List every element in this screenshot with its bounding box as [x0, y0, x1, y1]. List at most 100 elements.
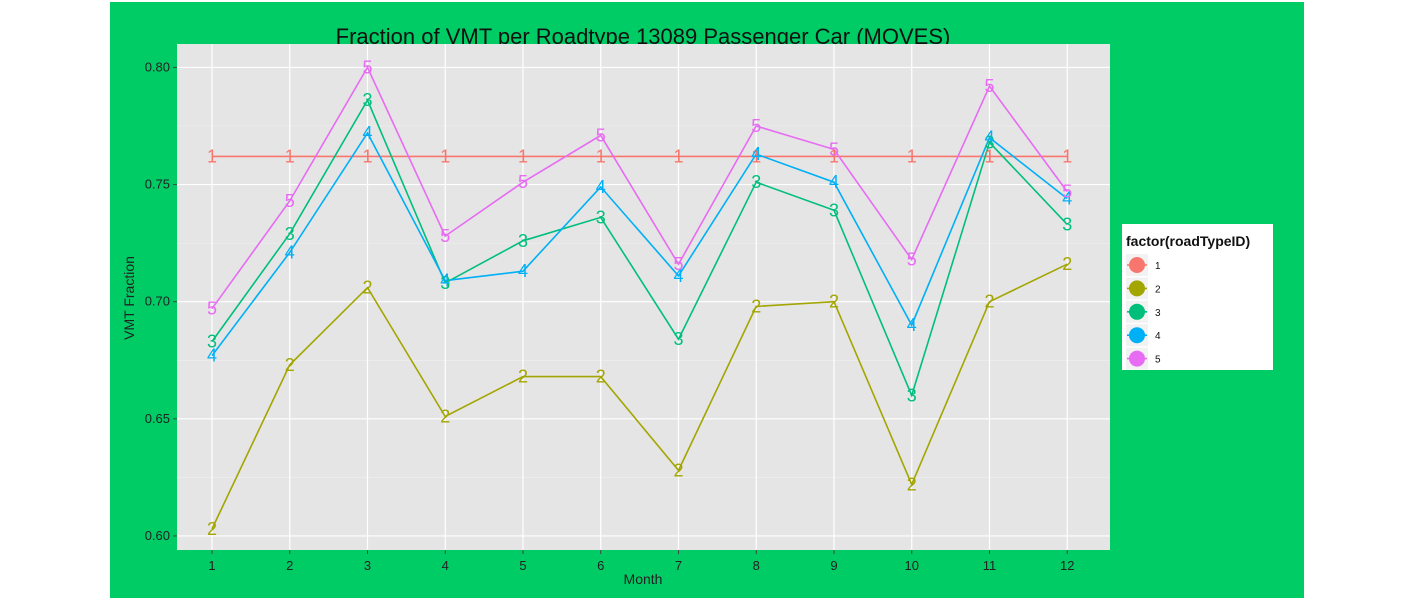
x-tick-label: 12 [1060, 558, 1074, 573]
plot-panel [177, 44, 1110, 550]
x-tick-label: 4 [442, 558, 449, 573]
x-axis-title: Month [624, 571, 663, 587]
legend-title: factor(roadTypeID) [1126, 233, 1250, 249]
data-point-5: 5 [596, 125, 606, 145]
line-chart: Fraction of VMT per Roadtype 13089 Passe… [121, 24, 1273, 587]
legend-label-2: 2 [1155, 284, 1161, 295]
y-tick-label: 0.60 [145, 528, 170, 543]
x-tick-label: 10 [905, 558, 919, 573]
data-point-5: 5 [285, 191, 295, 211]
data-point-1: 1 [518, 146, 528, 166]
data-point-1: 1 [751, 146, 761, 166]
legend-key-swatch-4 [1129, 327, 1145, 344]
data-point-4: 4 [907, 315, 917, 335]
y-tick-label: 0.65 [145, 411, 170, 426]
data-point-3: 3 [596, 207, 606, 227]
data-point-3: 3 [829, 200, 839, 220]
legend-label-1: 1 [1155, 261, 1161, 272]
x-tick-label: 3 [364, 558, 371, 573]
data-point-2: 2 [984, 292, 994, 312]
data-point-2: 2 [518, 367, 528, 387]
series-layer [211, 65, 1068, 530]
data-point-2: 2 [1062, 254, 1072, 274]
data-point-5: 5 [440, 226, 450, 246]
data-point-4: 4 [829, 172, 839, 192]
chart-figure: Fraction of VMT per Roadtype 13089 Passe… [110, 2, 1304, 598]
data-point-1: 1 [907, 146, 917, 166]
data-point-4: 4 [207, 346, 217, 366]
y-tick-label: 0.80 [145, 59, 170, 74]
data-point-2: 2 [673, 460, 683, 480]
data-point-3: 3 [440, 273, 450, 293]
data-point-4: 4 [362, 123, 372, 143]
data-point-5: 5 [1062, 182, 1072, 202]
data-point-3: 3 [907, 385, 917, 405]
data-point-3: 3 [984, 132, 994, 152]
data-point-4: 4 [1062, 189, 1072, 209]
data-point-5: 5 [984, 76, 994, 96]
series-line-3 [211, 98, 1068, 398]
x-tick-label: 11 [983, 558, 997, 573]
data-point-2: 2 [285, 355, 295, 375]
x-tick-label: 1 [208, 558, 215, 573]
x-tick-label: 6 [597, 558, 604, 573]
data-point-3: 3 [751, 172, 761, 192]
series-line-2 [211, 263, 1068, 530]
data-point-5: 5 [751, 116, 761, 136]
data-point-3: 3 [518, 231, 528, 251]
series-line-5 [211, 65, 1068, 310]
data-point-1: 1 [1062, 146, 1072, 166]
data-point-3: 3 [1062, 214, 1072, 234]
legend-key-swatch-3 [1129, 303, 1145, 320]
data-point-4: 4 [751, 144, 761, 164]
data-point-3: 3 [673, 329, 683, 349]
data-point-4: 4 [285, 242, 295, 262]
data-point-4: 4 [673, 266, 683, 286]
legend-key-swatch-1 [1129, 257, 1145, 273]
legend-label-4: 4 [1155, 331, 1161, 342]
data-point-2: 2 [751, 296, 761, 316]
data-point-1: 1 [596, 146, 606, 166]
grid-lines [177, 44, 1110, 550]
data-point-2: 2 [362, 278, 372, 298]
data-point-2: 2 [596, 367, 606, 387]
x-tick-label: 5 [519, 558, 526, 573]
data-point-1: 1 [207, 146, 217, 166]
data-point-5: 5 [207, 299, 217, 319]
y-tick-label: 0.70 [145, 294, 170, 309]
data-point-1: 1 [673, 146, 683, 166]
data-point-3: 3 [207, 332, 217, 352]
data-point-1: 1 [440, 146, 450, 166]
data-point-5: 5 [518, 172, 528, 192]
data-point-4: 4 [596, 177, 606, 197]
legend-key-swatch-5 [1129, 350, 1145, 367]
data-point-1: 1 [829, 146, 839, 166]
data-point-5: 5 [362, 57, 372, 77]
legend: factor(roadTypeID) 1 2 3 4 5 [1122, 224, 1273, 370]
legend-key-swatch-2 [1129, 280, 1145, 297]
x-tick-label: 9 [830, 558, 837, 573]
data-point-1: 1 [285, 146, 295, 166]
data-point-4: 4 [518, 261, 528, 281]
data-point-3: 3 [362, 90, 372, 110]
y-tick-label: 0.75 [145, 177, 170, 192]
legend-label-3: 3 [1155, 308, 1161, 319]
data-point-5: 5 [907, 250, 917, 270]
data-point-1: 1 [984, 146, 994, 166]
x-tick-label: 8 [753, 558, 760, 573]
data-point-4: 4 [984, 128, 994, 148]
data-point-1: 1 [362, 146, 372, 166]
data-point-4: 4 [440, 271, 450, 291]
x-tick-label: 2 [286, 558, 293, 573]
data-point-2: 2 [440, 406, 450, 426]
data-point-3: 3 [285, 224, 295, 244]
data-point-2: 2 [829, 292, 839, 312]
axes: 0.600.650.700.750.801 2 3 4 5 6 7 8 9 10 11 12 [145, 59, 1075, 573]
data-point-2: 2 [207, 519, 217, 539]
y-axis-title: VMT Fraction [121, 256, 137, 340]
series-line-4 [211, 131, 1068, 357]
data-point-5: 5 [673, 254, 683, 274]
data-point-2: 2 [907, 474, 917, 494]
legend-label-5: 5 [1155, 355, 1161, 366]
